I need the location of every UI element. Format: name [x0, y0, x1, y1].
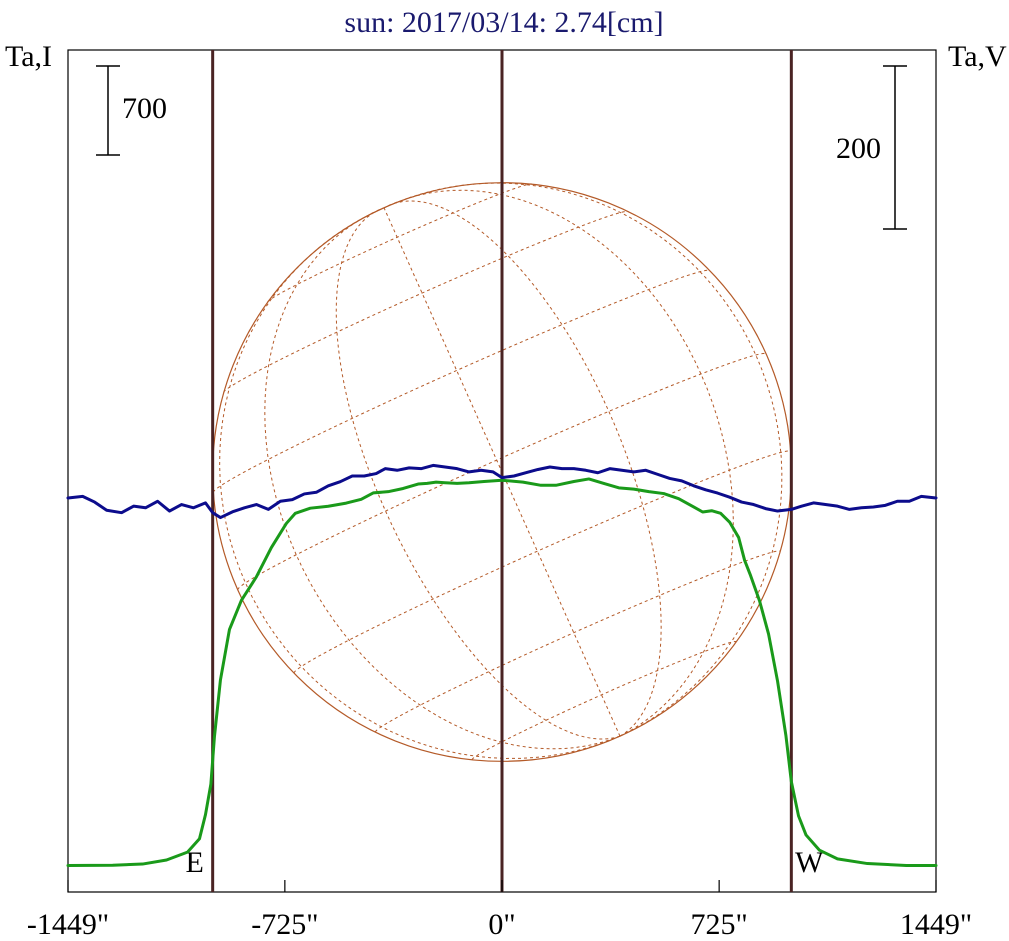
latitude-line-1	[374, 550, 781, 733]
left-scale-bar: 700	[96, 65, 167, 156]
latitude-line-5	[223, 210, 629, 393]
east-limb-label: E	[186, 846, 204, 879]
longitude-line-3	[383, 207, 621, 737]
right-scale-bar: 200	[836, 65, 907, 230]
right-scale-bar-label: 200	[836, 132, 881, 165]
x-tick-label-0: -1449"	[27, 908, 109, 941]
right-axis-label: Ta,V	[948, 40, 1007, 73]
longitude-line-4	[383, 200, 662, 737]
latitude-line-2	[293, 450, 791, 674]
series-line-ta-i	[66, 477, 938, 867]
x-tick-label-4: 1449"	[900, 908, 972, 941]
latitude-line-0	[471, 641, 737, 760]
latitude-line-4	[212, 269, 711, 493]
left-axis-label: Ta,I	[5, 40, 52, 73]
x-tick-label-3: 725"	[691, 908, 748, 941]
x-tick-label-2: 0"	[488, 908, 515, 941]
left-scale-bar-label: 700	[122, 92, 167, 125]
longitude-line-1	[264, 207, 621, 750]
chart-title: sun: 2017/03/14: 2.74[cm]	[344, 6, 663, 39]
longitude-line-2	[335, 207, 621, 740]
series-line-ta-v	[66, 463, 938, 520]
longitude-line-5	[383, 189, 734, 737]
x-tick-label-1: -725"	[251, 908, 318, 941]
